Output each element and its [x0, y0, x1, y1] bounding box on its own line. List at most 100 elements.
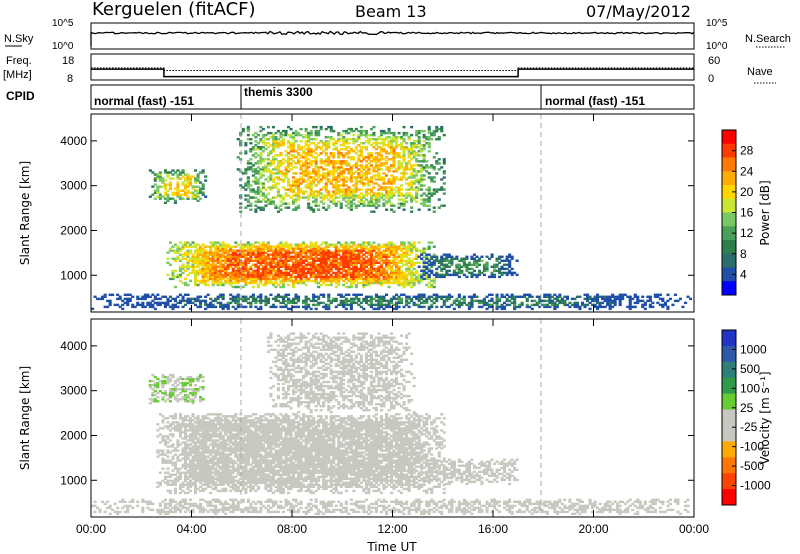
heatmap-cell: [405, 281, 409, 285]
heatmap-cell: [387, 182, 391, 185]
heatmap-cell: [410, 247, 414, 250]
heatmap-cell: [452, 271, 456, 275]
heatmap-cell: [369, 202, 373, 205]
heatmap-cell: [281, 180, 285, 183]
heatmap-cell: [289, 188, 293, 191]
heatmap-cell: [405, 200, 409, 203]
heatmap-cell: [490, 255, 494, 258]
heatmap-cell: [254, 301, 258, 305]
heatmap-cell: [274, 249, 278, 252]
heatmap-cell: [168, 475, 172, 478]
heatmap-cell: [420, 279, 424, 283]
heatmap-cell: [372, 303, 376, 307]
heatmap-cell: [324, 142, 328, 145]
heatmap-cell: [405, 142, 409, 145]
heatmap-cell: [503, 263, 507, 266]
heatmap-cell: [379, 148, 383, 151]
heatmap-cell: [367, 299, 371, 303]
heatmap-cell: [168, 491, 172, 495]
heatmap-cell: [234, 249, 238, 252]
heatmap-cell: [259, 182, 263, 185]
heatmap-cell: [402, 277, 406, 281]
heatmap-cell: [359, 305, 363, 309]
nsearch-label: N.Search: [745, 33, 791, 45]
heatmap-cell: [171, 271, 175, 275]
date-label: 07/May/2012: [586, 2, 691, 21]
heatmap-cell: [359, 267, 363, 271]
heatmap-cell: [641, 303, 645, 307]
heatmap-cell: [387, 249, 391, 252]
heatmap-cell: [578, 307, 582, 311]
heatmap-cell: [324, 178, 328, 181]
heatmap-cell: [219, 267, 223, 271]
heatmap-cell: [379, 245, 383, 248]
heatmap-cell: [322, 176, 326, 179]
heatmap-cell: [181, 171, 185, 174]
heatmap-cell: [279, 271, 283, 275]
heatmap-cell: [312, 208, 316, 211]
heatmap-cell: [191, 265, 195, 268]
heatmap-cell: [259, 251, 263, 254]
heatmap-cell: [377, 251, 381, 254]
heatmap-cell: [445, 253, 449, 256]
heatmap-cell: [354, 196, 358, 199]
heatmap-cell: [196, 465, 200, 468]
heatmap-cell: [420, 129, 424, 133]
heatmap-cell: [400, 194, 404, 197]
heatmap-cell: [309, 257, 313, 260]
heatmap-cell: [297, 194, 301, 197]
heatmap-cell: [420, 295, 424, 298]
heatmap-cell: [176, 185, 180, 188]
heatmap-cell: [362, 285, 366, 289]
heatmap-cell: [354, 190, 358, 193]
heatmap-cell: [397, 178, 401, 181]
heatmap-cell: [199, 485, 203, 488]
heatmap-cell: [347, 152, 351, 155]
heatmap-cell: [226, 263, 230, 266]
heatmap-cell: [287, 301, 291, 305]
heatmap-cell: [294, 206, 298, 209]
heatmap-cell: [392, 192, 396, 195]
heatmap-cell: [317, 142, 321, 145]
heatmap-cell: [322, 194, 326, 197]
heatmap-cell: [367, 188, 371, 191]
heatmap-cell: [292, 255, 296, 258]
heatmap-cell: [204, 263, 208, 266]
heatmap-cell: [342, 170, 346, 173]
heatmap-cell: [178, 299, 182, 303]
heatmap-cell: [196, 259, 200, 262]
heatmap-cell: [631, 305, 635, 309]
heatmap-cell: [457, 271, 461, 275]
heatmap-cell: [249, 150, 253, 153]
heatmap-cell: [163, 417, 167, 420]
heatmap-cell: [176, 429, 180, 432]
heatmap-cell: [435, 162, 439, 165]
heatmap-cell: [390, 261, 394, 264]
heatmap-cell: [171, 455, 175, 458]
heatmap-cell: [276, 273, 280, 277]
heatmap-cell: [352, 249, 356, 252]
heatmap-cell: [171, 273, 175, 277]
heatmap-cell: [297, 253, 301, 256]
heatmap-cell: [349, 138, 353, 141]
heatmap-cell: [400, 243, 404, 246]
heatmap-cell: [415, 303, 419, 307]
heatmap-cell: [279, 243, 283, 246]
heatmap-cell: [410, 176, 414, 179]
heatmap-cell: [189, 245, 193, 248]
heatmap-cell: [412, 144, 416, 147]
heatmap-cell: [405, 253, 409, 256]
heatmap-cell: [246, 186, 250, 189]
heatmap-cell: [259, 188, 263, 191]
heatmap-cell: [184, 173, 188, 176]
heatmap-cell: [271, 156, 275, 159]
heatmap-cell: [415, 279, 419, 283]
heatmap-cell: [427, 273, 431, 277]
heatmap-cell: [319, 200, 323, 203]
heatmap-cell: [392, 178, 396, 181]
heatmap-cell: [327, 259, 331, 262]
heatmap-cell: [402, 283, 406, 287]
heatmap-cell: [485, 267, 489, 271]
heatmap-cell: [184, 433, 188, 436]
heatmap-cell: [249, 277, 253, 281]
